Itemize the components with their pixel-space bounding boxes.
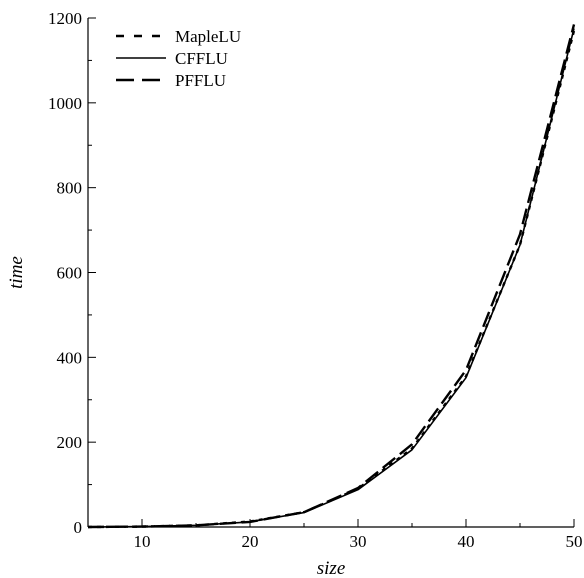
y-tick-label: 600 (57, 264, 83, 283)
x-tick-label: 30 (350, 532, 367, 551)
series-line-cfflu (87, 28, 575, 528)
x-tick-label: 20 (242, 532, 259, 551)
legend-label: MapleLU (175, 27, 241, 46)
y-tick-label: 800 (57, 179, 83, 198)
y-axis-label: time (6, 256, 27, 289)
y-tick-label: 0 (74, 518, 83, 537)
axes (87, 18, 574, 528)
x-tick-label: 50 (566, 532, 583, 551)
y-tick-label: 400 (57, 348, 83, 367)
y-tick-label: 200 (57, 433, 83, 452)
y-ticks: 0 200 400 600 800 1000 1200 (48, 9, 96, 537)
y-tick-label: 1200 (48, 9, 82, 28)
series-layer (87, 24, 576, 529)
y-tick-label: 1000 (48, 94, 82, 113)
x-axis-label: size (317, 558, 346, 578)
legend-label: CFFLU (175, 49, 228, 68)
x-ticks: 10 20 30 40 50 (87, 519, 583, 551)
legend-label: PFFLU (175, 71, 226, 90)
x-tick-label: 40 (458, 532, 475, 551)
x-tick-label: 10 (134, 532, 151, 551)
legend: MapleLU CFFLU PFFLU (116, 27, 241, 90)
series-line-pfflu (87, 24, 576, 529)
